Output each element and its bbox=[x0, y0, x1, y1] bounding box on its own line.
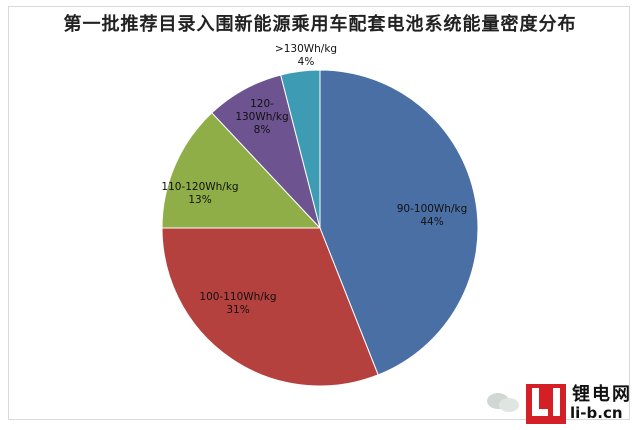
slice-label-3: 110-120Wh/kg 13% bbox=[161, 181, 238, 206]
chart-title: 第一批推荐目录入围新能源乘用车配套电池系统能量密度分布 bbox=[63, 14, 577, 35]
pie-slice-5 bbox=[280, 69, 321, 229]
slice-percent-1: 44% bbox=[420, 216, 443, 228]
slice-label-5: >130Wh/kg 4% bbox=[275, 43, 337, 68]
slice-percent-2: 31% bbox=[226, 304, 249, 316]
slice-percent-5: 4% bbox=[298, 56, 315, 68]
slice-label-2: 100-110Wh/kg 31% bbox=[199, 291, 276, 316]
wechat-icon bbox=[487, 393, 519, 412]
slice-label-4: 120-130Wh/kg 8% bbox=[235, 98, 288, 136]
slice-percent-4: 8% bbox=[254, 124, 271, 136]
li-logo-icon bbox=[526, 384, 566, 424]
pie-slice-2 bbox=[161, 227, 379, 387]
brand-name: 锂电网 bbox=[572, 384, 632, 405]
slice-percent-3: 13% bbox=[188, 194, 211, 206]
pie-slice-1 bbox=[319, 69, 479, 376]
pie-slice-3 bbox=[161, 112, 322, 229]
slice-label-1: 90-100Wh/kg 44% bbox=[397, 203, 468, 228]
site-url: li-b.cn bbox=[570, 404, 623, 422]
